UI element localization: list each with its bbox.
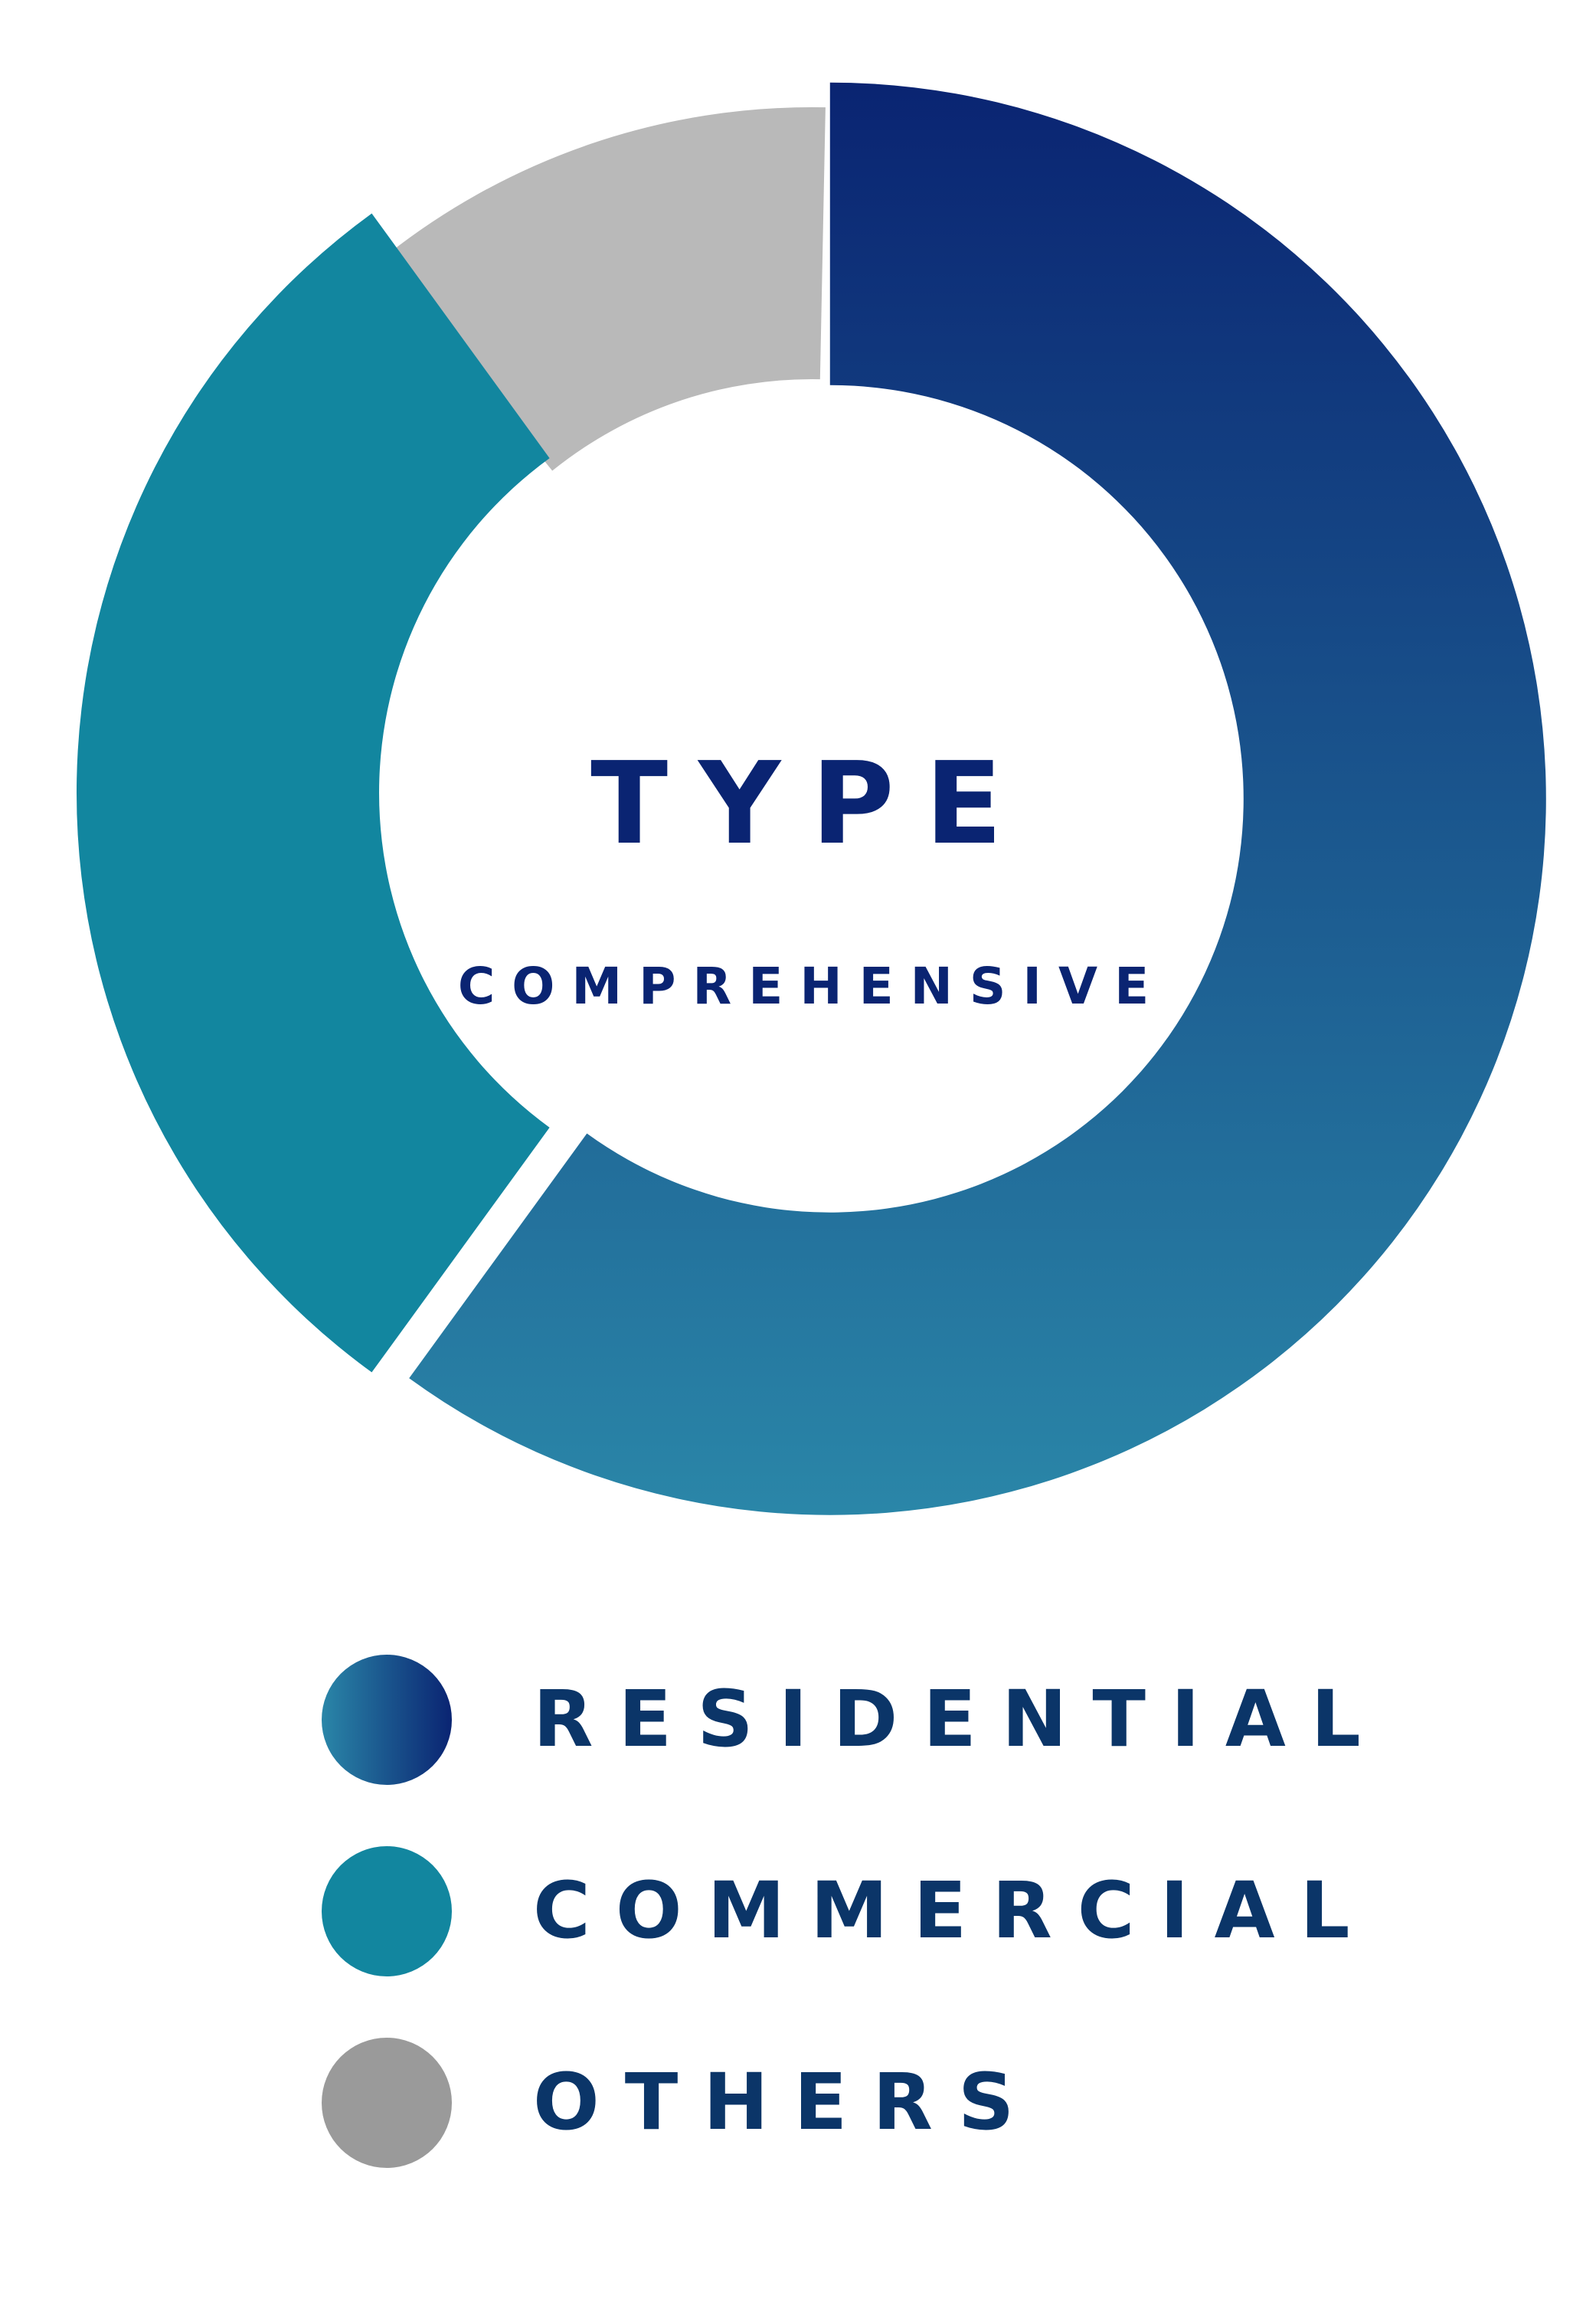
legend-swatch-residential	[322, 1655, 452, 1785]
legend-item-commercial: COMMERCIAL	[322, 1846, 1470, 1976]
chart-center-title: TYPE	[590, 738, 1033, 869]
slice-residential	[409, 82, 1546, 1515]
legend-item-others: OTHERS	[322, 2038, 1470, 2168]
legend-label-commercial: COMMERCIAL	[533, 1865, 1375, 1956]
legend-label-residential: RESIDENTIAL	[533, 1674, 1386, 1765]
slice-commercial	[76, 213, 550, 1373]
chart-legend: RESIDENTIAL COMMERCIAL OTHERS	[322, 1655, 1470, 2229]
chart-center-subtitle: COMPREHENSIVE	[458, 957, 1166, 1016]
donut-chart: TYPE COMPREHENSIVE	[76, 82, 1546, 1515]
legend-swatch-others	[322, 2038, 452, 2168]
legend-item-residential: RESIDENTIAL	[322, 1655, 1470, 1785]
legend-label-others: OTHERS	[533, 2057, 1040, 2148]
legend-swatch-commercial	[322, 1846, 452, 1976]
